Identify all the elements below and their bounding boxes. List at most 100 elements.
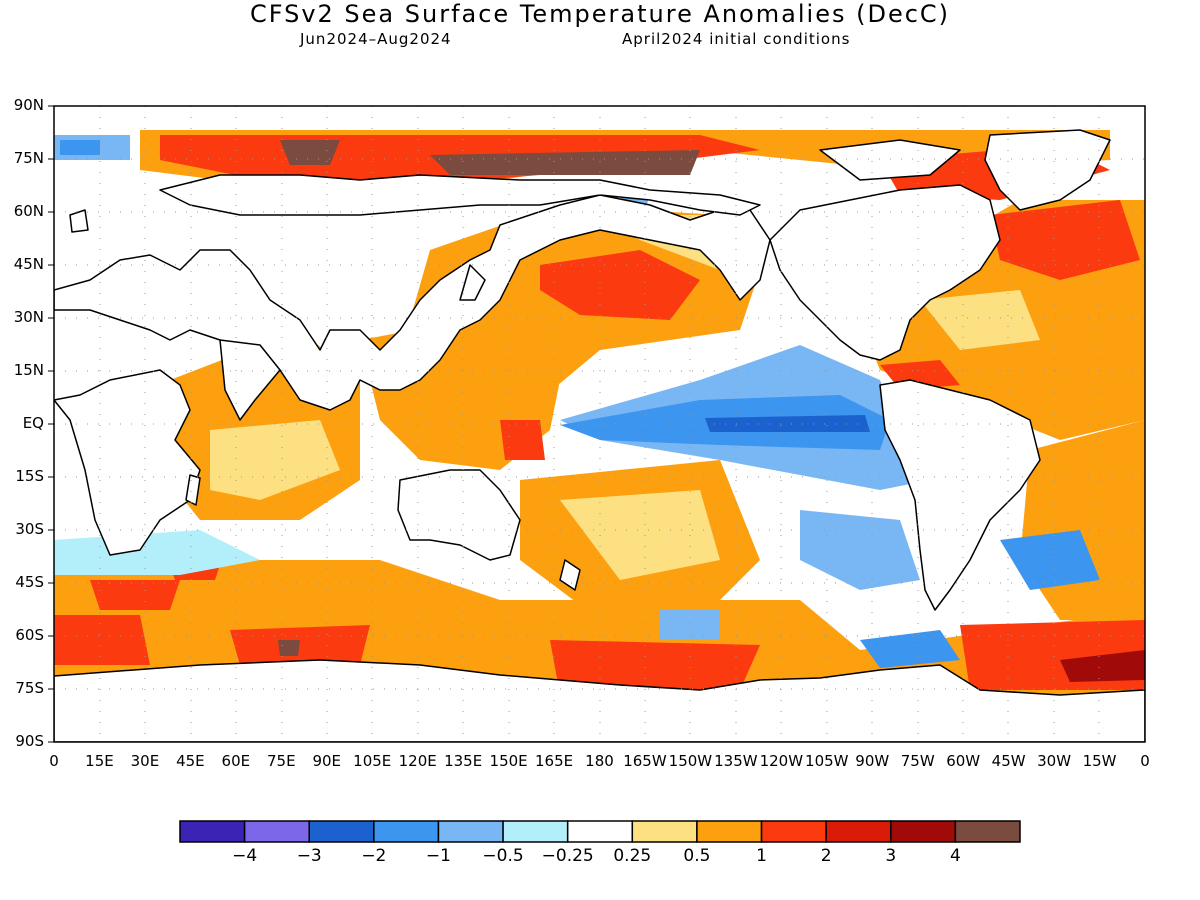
land-north-america <box>769 184 1001 361</box>
lat-label: 45S <box>15 573 44 591</box>
southern-ocean-red-west <box>54 615 150 665</box>
lat-label: 30S <box>15 520 44 538</box>
lat-label: 75N <box>13 149 44 167</box>
land-masses <box>54 129 1145 742</box>
colorbar-swatch <box>566 820 634 843</box>
npacific-red <box>540 250 700 320</box>
land-south-america <box>879 379 1041 611</box>
colorbar <box>179 820 1021 843</box>
colorbar-label: 3 <box>885 846 897 866</box>
land-greenland <box>984 129 1111 211</box>
colorbar-swatch <box>890 820 957 843</box>
south-indian-red <box>90 580 180 610</box>
lon-label: 105E <box>353 752 392 770</box>
colorbar-label: −0.5 <box>482 846 524 866</box>
southern-ocean-darkred <box>1060 650 1145 682</box>
initial-conditions: April2024 initial conditions <box>622 30 851 48</box>
lat-label: 90S <box>15 732 44 750</box>
lon-label: 0 <box>1140 752 1150 770</box>
colorbar-label: −1 <box>425 846 451 866</box>
indian-ocean-yellow <box>210 420 340 500</box>
land-japan <box>459 264 486 301</box>
colorbar-swatch <box>373 820 440 843</box>
lon-label: 60E <box>221 752 251 770</box>
colorbar-swatch <box>243 820 310 843</box>
colorbar-label: 1 <box>756 846 767 866</box>
lat-label: 60S <box>15 626 44 644</box>
land-arctic-islands <box>819 139 961 181</box>
land-antarctica <box>54 659 1145 742</box>
lon-label: 30W <box>1037 752 1072 770</box>
southern-cool-patch-2 <box>660 610 720 640</box>
southern-ocean-brown <box>278 640 300 656</box>
natlantic-yellow <box>920 290 1040 350</box>
lon-label: 165E <box>534 752 574 770</box>
lat-label: 75S <box>15 679 44 697</box>
colorbar-swatch <box>631 820 698 843</box>
lat-label: 60N <box>13 202 44 220</box>
colorbar-swatch <box>308 820 375 843</box>
colorbar-swatch <box>437 820 504 843</box>
lon-label: 75E <box>266 752 296 770</box>
colorbar-swatch <box>760 820 827 843</box>
lon-label: 120E <box>398 752 437 770</box>
chart-title: CFSv2 Sea Surface Temperature Anomalies … <box>249 0 951 28</box>
lon-label: 75W <box>900 752 935 770</box>
colorbar-label: −0.25 <box>541 846 594 866</box>
arctic-brown-patch-2 <box>430 150 700 175</box>
lon-label: 90E <box>312 752 342 770</box>
satlantic-cool <box>1000 530 1100 590</box>
lon-label: 150E <box>489 752 528 770</box>
lon-label: 60W <box>946 752 981 770</box>
land-uk <box>69 209 89 233</box>
nwatlantic-cool-2 <box>60 140 100 155</box>
colorbar-label: 0.5 <box>683 846 711 866</box>
colorbar-label: 0.25 <box>613 846 652 866</box>
land-new-zealand <box>559 559 581 591</box>
southern-cool-patch <box>860 630 960 668</box>
lon-label: 15E <box>85 752 114 770</box>
sepacific-yellow <box>560 490 720 580</box>
lon-label: 90W <box>855 752 890 770</box>
lon-label: 105W <box>805 752 849 770</box>
lon-label: 150W <box>668 752 713 770</box>
eq-pacific-strong <box>705 415 870 432</box>
cool-anomaly-regions <box>54 135 1100 668</box>
colorbar-label: −2 <box>361 846 387 866</box>
land-madagascar <box>185 474 201 506</box>
colorbar-swatch <box>179 820 246 843</box>
colorbar-label: −4 <box>232 846 258 866</box>
lon-label: 180 <box>585 752 614 770</box>
colorbar-swatch <box>502 820 569 843</box>
lon-label: 120W <box>759 752 804 770</box>
colorbar-swatch <box>825 820 892 843</box>
arctic-brown-patch <box>280 140 340 165</box>
lat-label: 90N <box>13 96 44 114</box>
lon-label: 165W <box>623 752 667 770</box>
lat-label: 15N <box>13 361 44 379</box>
land-australia <box>397 469 521 561</box>
lon-label: 45E <box>176 752 205 770</box>
colorbar-label: 2 <box>820 846 832 866</box>
lon-label: 135E <box>444 752 483 770</box>
lat-label: 45N <box>13 255 44 273</box>
southern-ocean-red-pacific <box>550 640 760 695</box>
lat-label: 15S <box>15 467 44 485</box>
axis-ticks <box>48 105 54 743</box>
land-europe-asia <box>54 194 771 411</box>
lon-label: 15W <box>1082 752 1117 770</box>
lon-label: 135W <box>714 752 758 770</box>
forecast-period: Jun2024–Aug2024 <box>300 30 452 48</box>
colorbar-label: −3 <box>296 846 322 866</box>
colorbar-swatch <box>696 820 763 843</box>
lat-label: EQ <box>22 414 44 432</box>
lat-label: 30N <box>13 308 44 326</box>
wpacific-red <box>500 420 545 460</box>
natlantic-red <box>990 200 1140 280</box>
land-siberia <box>159 174 761 216</box>
colorbar-label: 4 <box>949 846 961 866</box>
colorbar-swatch <box>954 820 1021 843</box>
southern-ocean-red-indian <box>230 625 370 665</box>
lon-label: 45W <box>991 752 1026 770</box>
